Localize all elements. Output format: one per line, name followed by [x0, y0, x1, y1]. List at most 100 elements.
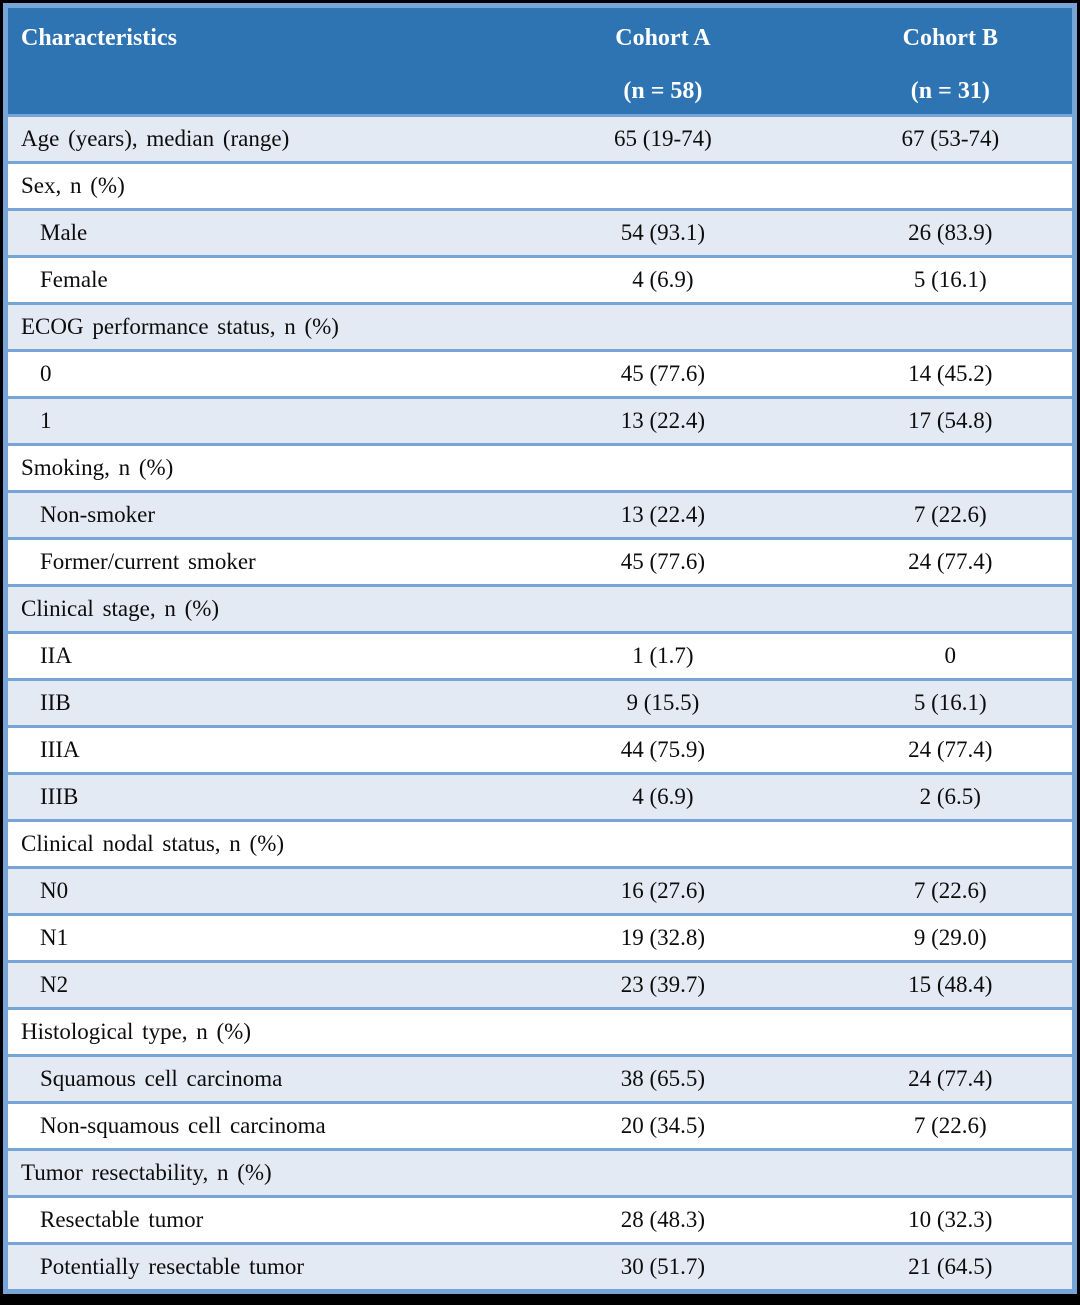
table-row: Age (years), median (range) 65 (19-74) 67 … — [5, 114, 1075, 163]
table-row: IIIB 4 (6.9) 2 (6.5) — [5, 772, 1075, 821]
cohort-b-value-cell: 2 (6.5) — [828, 772, 1075, 821]
table-row: N2 23 (39.7) 15 (48.4) — [5, 960, 1075, 1009]
row-label-cell: Histological type, n (%) — [5, 1007, 498, 1056]
cohort-b-value-cell: 10 (32.3) — [828, 1195, 1075, 1244]
row-sublabel-cell: Male — [5, 208, 498, 257]
cohort-a-value-cell: 16 (27.6) — [497, 866, 829, 915]
header-cohort-b-label: Cohort B — [902, 25, 998, 51]
table-row: Histological type, n (%) — [5, 1007, 1075, 1056]
cohort-a-value-cell: 4 (6.9) — [497, 772, 829, 821]
row-label-cell: Clinical nodal status, n (%) — [5, 819, 498, 868]
table-row: IIA 1 (1.7) 0 — [5, 631, 1075, 680]
table-header-row: Characteristics Cohort A (n = 58) Cohort… — [5, 5, 1075, 117]
row-sublabel-cell: IIB — [5, 678, 498, 727]
row-sublabel-cell: Resectable tumor — [5, 1195, 498, 1244]
cohort-a-value-cell — [497, 302, 829, 351]
cohort-b-value-cell: 0 — [828, 631, 1075, 680]
cohort-b-value-cell — [828, 1148, 1075, 1197]
cohort-b-value-cell: 9 (29.0) — [828, 913, 1075, 962]
row-label-cell: Tumor resectability, n (%) — [5, 1148, 498, 1197]
cohort-b-value-cell: 5 (16.1) — [828, 255, 1075, 304]
cohort-a-value-cell: 1 (1.7) — [497, 631, 829, 680]
row-label-cell: Age (years), median (range) — [5, 114, 498, 163]
cohort-b-value-cell: 14 (45.2) — [828, 349, 1075, 398]
row-sublabel-cell: Squamous cell carcinoma — [5, 1054, 498, 1103]
table-row: ECOG performance status, n (%) — [5, 302, 1075, 351]
cohort-b-value-cell: 26 (83.9) — [828, 208, 1075, 257]
table-row: Squamous cell carcinoma 38 (65.5) 24 (77.4… — [5, 1054, 1075, 1103]
cohort-a-value-cell: 30 (51.7) — [497, 1242, 829, 1292]
cohort-a-value-cell — [497, 443, 829, 492]
cohort-a-value-cell: 23 (39.7) — [497, 960, 829, 1009]
cohort-a-value-cell — [497, 161, 829, 210]
table-row: Male 54 (93.1) 26 (83.9) — [5, 208, 1075, 257]
row-sublabel-cell: IIIA — [5, 725, 498, 774]
table-row: Smoking, n (%) — [5, 443, 1075, 492]
row-sublabel-cell: N0 — [5, 866, 498, 915]
cohort-b-value-cell: 24 (77.4) — [828, 725, 1075, 774]
cohort-a-value-cell: 13 (22.4) — [497, 396, 829, 445]
table-row: Clinical nodal status, n (%) — [5, 819, 1075, 868]
cohort-a-value-cell: 28 (48.3) — [497, 1195, 829, 1244]
header-cohort-b-n: (n = 31) — [910, 78, 990, 104]
row-label-cell: ECOG performance status, n (%) — [5, 302, 498, 351]
cohort-a-value-cell: 44 (75.9) — [497, 725, 829, 774]
row-sublabel-cell: N1 — [5, 913, 498, 962]
cohort-a-value-cell: 9 (15.5) — [497, 678, 829, 727]
header-cell-cohort-b: Cohort B (n = 31) — [828, 5, 1075, 117]
cohort-b-value-cell: 67 (53-74) — [828, 114, 1075, 163]
row-sublabel-cell: 1 — [5, 396, 498, 445]
table-row: IIIA 44 (75.9) 24 (77.4) — [5, 725, 1075, 774]
cohort-b-value-cell — [828, 584, 1075, 633]
header-characteristics-spacer — [8, 68, 497, 114]
cohort-b-value-cell: 7 (22.6) — [828, 1101, 1075, 1150]
row-label-cell: Smoking, n (%) — [5, 443, 498, 492]
header-cohort-a-n: (n = 58) — [623, 78, 703, 104]
table-row: Clinical stage, n (%) — [5, 584, 1075, 633]
cohort-a-value-cell — [497, 1148, 829, 1197]
table-row: 1 13 (22.4) 17 (54.8) — [5, 396, 1075, 445]
cohort-a-value-cell: 4 (6.9) — [497, 255, 829, 304]
row-sublabel-cell: 0 — [5, 349, 498, 398]
row-sublabel-cell: Potentially resectable tumor — [5, 1242, 498, 1292]
table-row: N1 19 (32.8) 9 (29.0) — [5, 913, 1075, 962]
cohort-b-value-cell: 24 (77.4) — [828, 537, 1075, 586]
cohort-a-value-cell: 45 (77.6) — [497, 537, 829, 586]
cohort-b-value-cell: 17 (54.8) — [828, 396, 1075, 445]
cohort-b-value-cell — [828, 1007, 1075, 1056]
header-cell-cohort-a: Cohort A (n = 58) — [497, 5, 829, 117]
cohort-a-value-cell — [497, 1007, 829, 1056]
cohort-a-value-cell: 38 (65.5) — [497, 1054, 829, 1103]
cohort-b-value-cell: 24 (77.4) — [828, 1054, 1075, 1103]
table-row: Resectable tumor 28 (48.3) 10 (32.3) — [5, 1195, 1075, 1244]
table-row: Potentially resectable tumor 30 (51.7) 21 … — [5, 1242, 1075, 1292]
row-label-cell: Sex, n (%) — [5, 161, 498, 210]
table-row: Non-squamous cell carcinoma 20 (34.5) 7 (2… — [5, 1101, 1075, 1150]
cohort-b-value-cell: 15 (48.4) — [828, 960, 1075, 1009]
table-row: N0 16 (27.6) 7 (22.6) — [5, 866, 1075, 915]
cohort-a-value-cell: 65 (19-74) — [497, 114, 829, 163]
table-row: Female 4 (6.9) 5 (16.1) — [5, 255, 1075, 304]
row-sublabel-cell: N2 — [5, 960, 498, 1009]
cohort-b-value-cell — [828, 161, 1075, 210]
row-sublabel-cell: Non-smoker — [5, 490, 498, 539]
cohort-b-value-cell: 5 (16.1) — [828, 678, 1075, 727]
cohort-a-value-cell: 20 (34.5) — [497, 1101, 829, 1150]
cohort-a-value-cell — [497, 584, 829, 633]
row-sublabel-cell: IIIB — [5, 772, 498, 821]
table-row: Former/current smoker 45 (77.6) 24 (77.4) — [5, 537, 1075, 586]
characteristics-table: Characteristics Cohort A (n = 58) Cohort… — [3, 3, 1077, 1294]
header-cohort-a-label: Cohort A — [615, 25, 711, 51]
table-row: Sex, n (%) — [5, 161, 1075, 210]
header-cell-characteristics: Characteristics — [5, 5, 498, 117]
cohort-a-value-cell: 54 (93.1) — [497, 208, 829, 257]
cohort-b-value-cell — [828, 302, 1075, 351]
cohort-b-value-cell: 7 (22.6) — [828, 866, 1075, 915]
cohort-b-value-cell: 21 (64.5) — [828, 1242, 1075, 1292]
row-sublabel-cell: IIA — [5, 631, 498, 680]
cohort-a-value-cell — [497, 819, 829, 868]
table-row: Tumor resectability, n (%) — [5, 1148, 1075, 1197]
cohort-a-value-cell: 19 (32.8) — [497, 913, 829, 962]
cohort-b-value-cell: 7 (22.6) — [828, 490, 1075, 539]
